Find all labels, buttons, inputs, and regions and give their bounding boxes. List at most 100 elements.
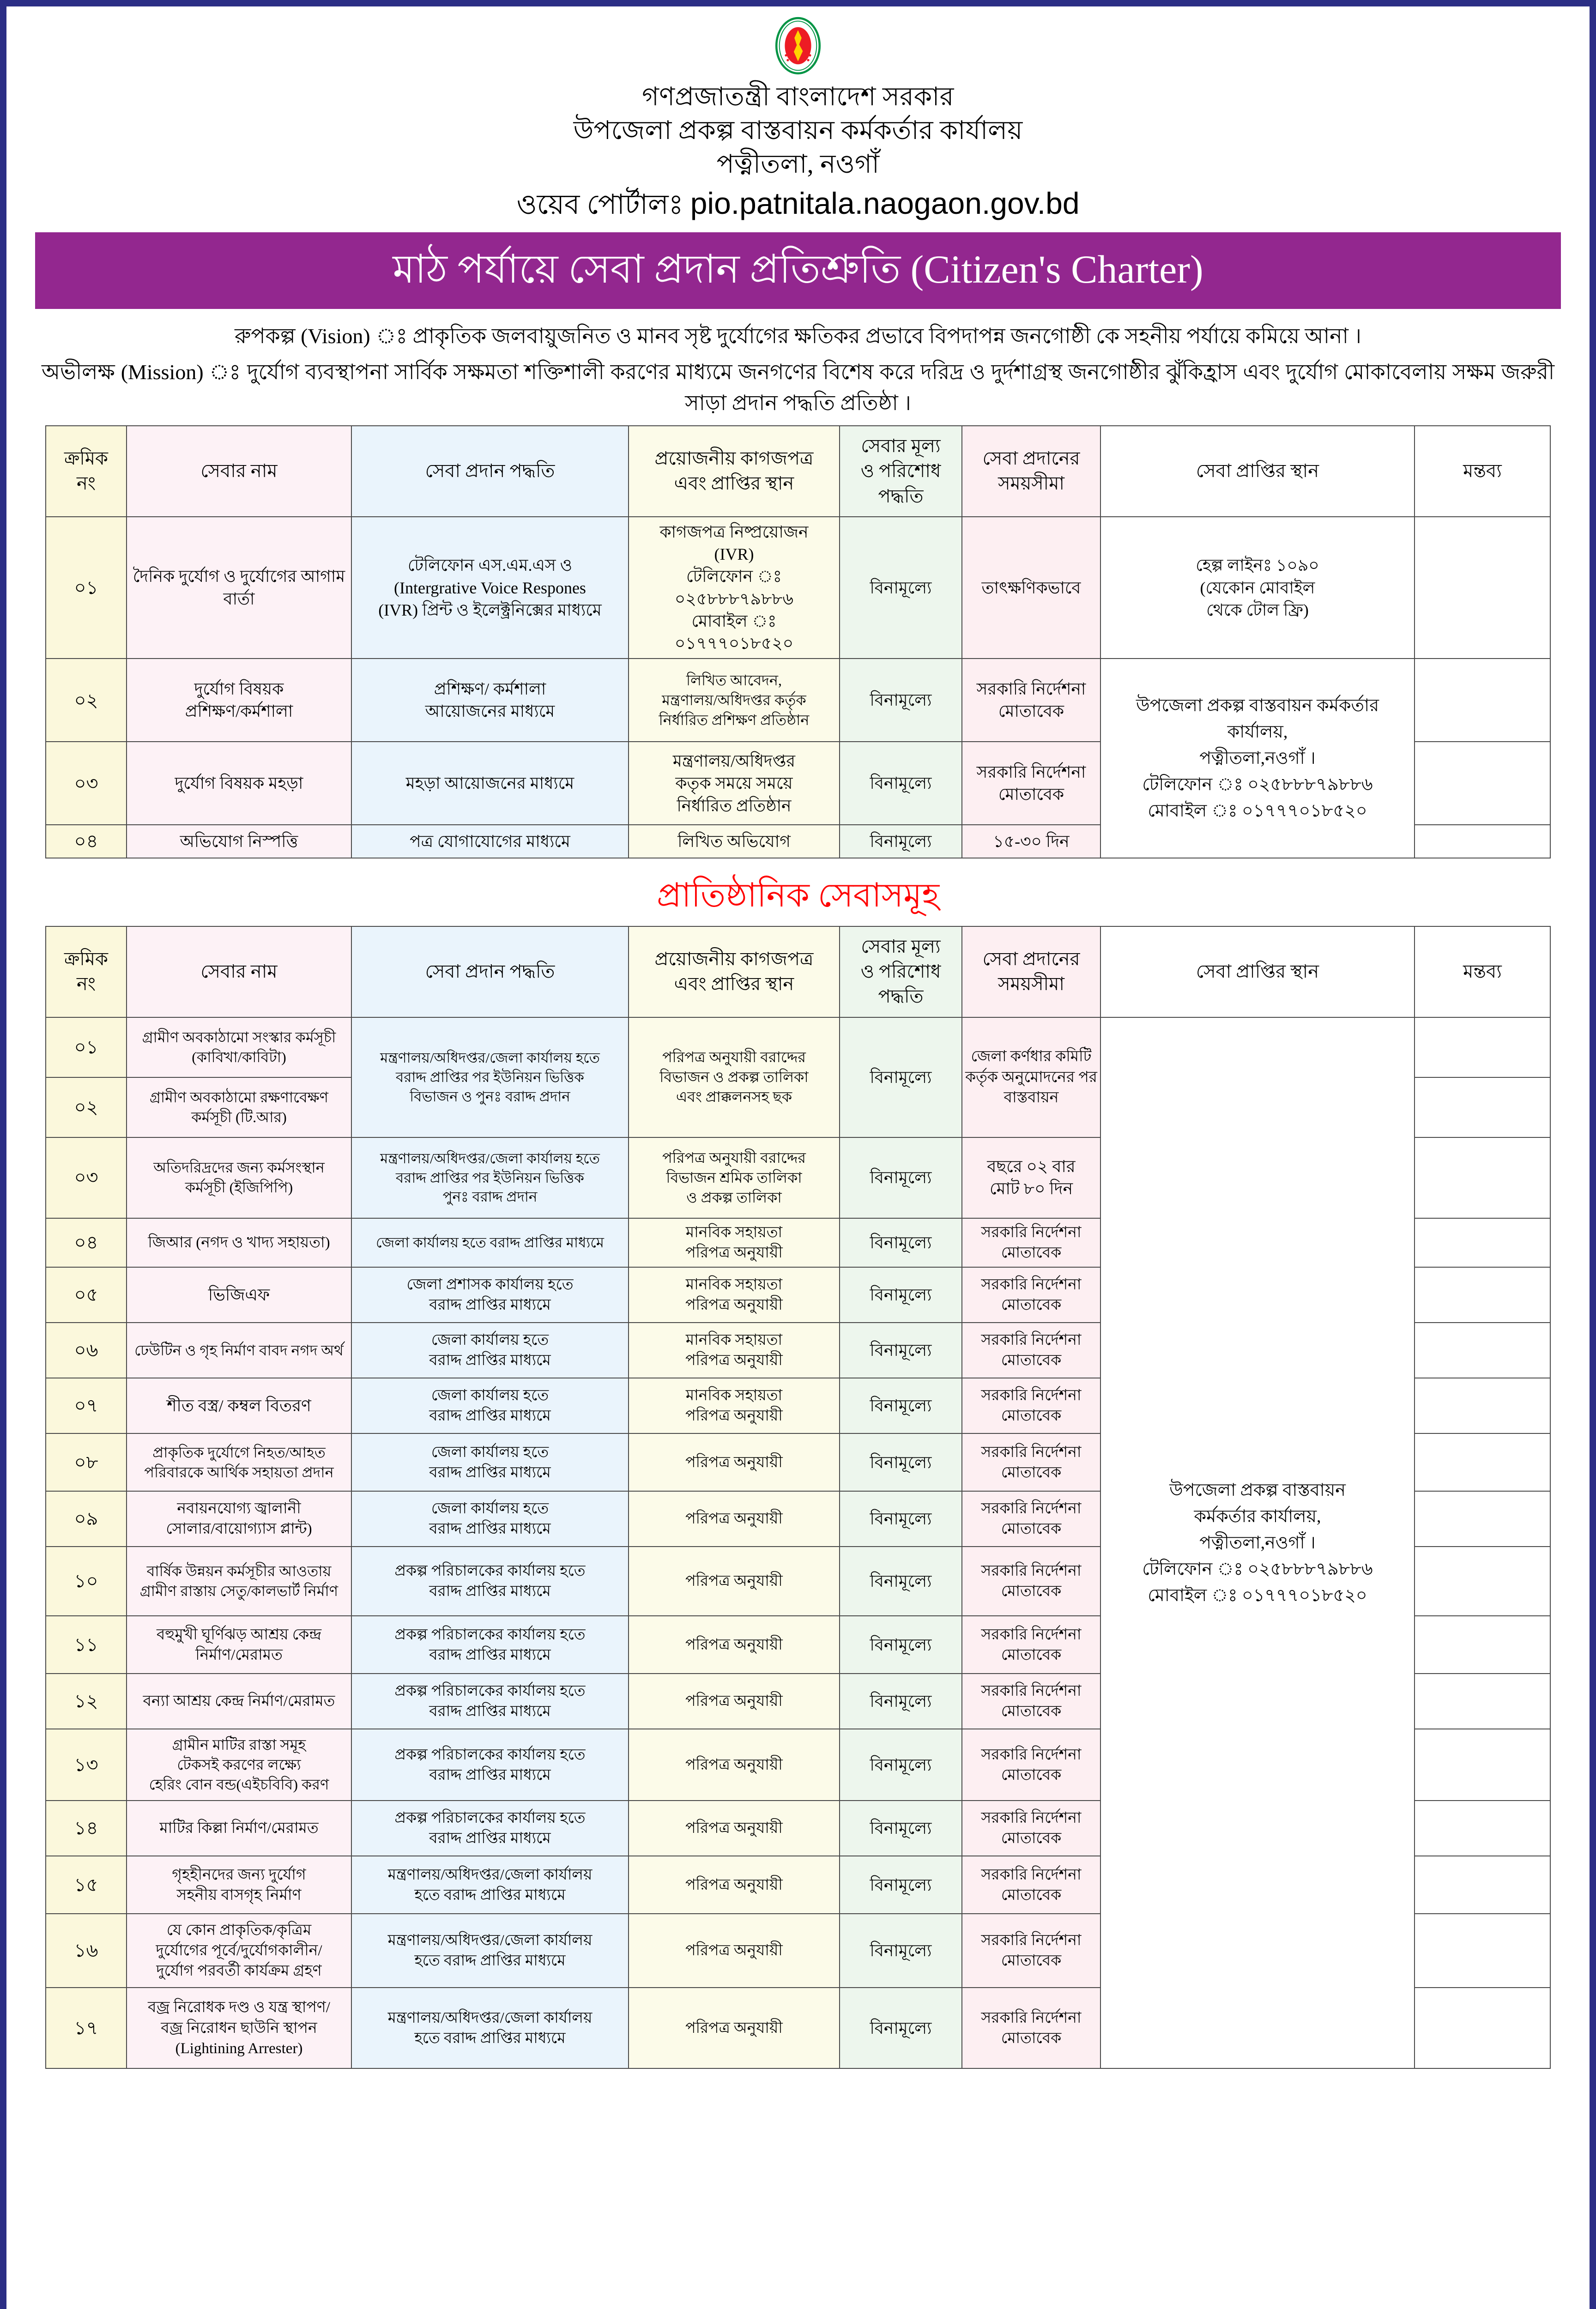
time-l2: মোতাবেক [1001, 1297, 1062, 1314]
cell-remarks [1414, 1016, 1551, 1078]
place-l3: থেকে টোল ফ্রি) [1206, 600, 1309, 619]
th-docs-l2: এবং প্রাপ্তির স্থান [674, 973, 794, 995]
th-price-l1: সেবার মূল্য [861, 936, 941, 957]
cell-service-time: সরকারি নির্দেশনা মোতাবেক [961, 1378, 1101, 1434]
cell-service-method: জেলা কার্যালয় হতে বরাদ্দ প্রাপ্তির মাধ্… [351, 1433, 629, 1492]
cell-serial: ০৬ [45, 1322, 127, 1379]
time-l2: মোতাবেক [1001, 1521, 1062, 1538]
th-service-method: সেবা প্রদান পদ্ধতি [351, 925, 629, 1018]
service-l2: বজ্র নিরোধন ছাউনি স্থাপন [161, 2019, 317, 2037]
method-l2: বরাদ্দ প্রাপ্তির মাধ্যমে [429, 1583, 551, 1600]
cell-service-name: প্রাকৃতিক দুর্যোগে নিহত/আহত পরিবারকে আর্… [126, 1433, 352, 1492]
th-price-l2: ও পরিশোধ [860, 460, 941, 482]
method-l1: জেলা কার্যালয় হতে [431, 1332, 549, 1348]
method-l1: প্রকল্প পরিচালকের কার্যালয় হতে [394, 1563, 586, 1579]
cell-serial: ১০ [45, 1546, 127, 1617]
cell-service-method: জেলা কার্যালয় হতে বরাদ্দ প্রাপ্তির মাধ্… [351, 1491, 629, 1547]
cell-remarks [1414, 516, 1551, 659]
cell-service-method: প্রকল্প পরিচালকের কার্যালয় হতে বরাদ্দ প… [351, 1729, 629, 1801]
th-docs-l2: এবং প্রাপ্তির স্থান [674, 473, 794, 494]
cell-service-name: অভিযোগ নিস্পত্তি [126, 824, 352, 859]
docs-l1: মন্ত্রণালয়/অধিদপ্তর [672, 752, 796, 771]
cell-service-method: জেলা কার্যালয় হতে বরাদ্দ প্রাপ্তির মাধ্… [351, 1322, 629, 1379]
office-name: উপজেলা প্রকল্প বাস্তবায়ন কর্মকর্তার কার… [573, 116, 1023, 145]
institutional-services-heading: প্রাতিষ্ঠানিক সেবাসমূহ [656, 877, 940, 914]
cell-required-documents: পরিপত্র অনুযায়ী [628, 1673, 840, 1730]
cell-service-price: বিনামূল্যে [839, 1378, 962, 1434]
service-l1: গ্রামীণ অবকাঠামো সংস্কার কর্মসূচী [142, 1028, 336, 1046]
cell-remarks [1414, 1987, 1551, 2069]
cell-service-price: বিনামূল্যে [839, 1267, 962, 1324]
cell-service-name: মাটির কিল্লা নির্মাণ/মেরামত [126, 1800, 352, 1857]
method-l1: জেলা কার্যালয় হতে [431, 1500, 549, 1517]
th-service-price: সেবার মূল্য ও পরিশোধ পদ্ধতি [839, 425, 962, 518]
table-row: ১৭ বজ্র নিরোধক দণ্ড ও যন্ত্র স্থাপণ/ বজ্… [45, 1987, 1551, 2069]
docs-l2: বিভাজন শ্রমিক তালিকা [666, 1169, 802, 1186]
time-l2: মোতাবেক [1001, 1952, 1062, 1970]
cell-service-name: দুর্যোগ বিষয়ক মহড়া [126, 741, 352, 826]
cell-service-price: বিনামূল্যে [839, 1800, 962, 1857]
service-l3: দুর্যোগ পরবর্তী কার্যক্রম গ্রহণ [156, 1963, 322, 1980]
method-l2: বরাদ্দ প্রাপ্তির মাধ্যমে [429, 1352, 551, 1369]
method-l2: বরাদ্দ প্রাপ্তির মাধ্যমে [429, 1464, 551, 1481]
cell-service-price: বিনামূল্যে [839, 1322, 962, 1379]
cell-service-price: বিনামূল্যে [839, 1913, 962, 1989]
cell-service-time: সরকারি নির্দেশনা মোতাবেক [961, 1729, 1101, 1801]
portal-url[interactable]: pio.patnitala.naogaon.gov.bd [690, 186, 1080, 221]
table-row: ০৬ ঢেউটিন ও গৃহ নির্মাণ বাবদ নগদ অর্থ জে… [45, 1322, 1551, 1379]
cell-remarks [1414, 1546, 1551, 1617]
docs-l3: নির্ধারিত প্রতিষ্ঠান [677, 796, 792, 815]
cell-service-method: মন্ত্রণালয়/অধিদপ্তর/জেলা কার্যালয় হতে … [351, 1987, 629, 2069]
th-remarks: মন্তব্য [1414, 425, 1551, 518]
time-l1: বছরে ০২ বার [987, 1157, 1076, 1176]
cell-service-method: জেলা কার্যালয় হতে বরাদ্দ প্রাপ্তির মাধ্… [351, 1378, 629, 1434]
cell-service-price: বিনামূল্যে [839, 1729, 962, 1801]
time-l1: সরকারি নির্দেশনা [981, 1746, 1082, 1763]
docs-l1: মানবিক সহায়তা [685, 1387, 783, 1404]
addr-l1: উপজেলা প্রকল্প বাস্তবায়ন [1169, 1480, 1346, 1500]
time-l1: সরকারি নির্দেশনা [981, 1500, 1082, 1517]
cell-required-documents: মানবিক সহায়তা পরিপত্র অনুযায়ী [628, 1378, 840, 1434]
docs-l3: টেলিফোন ঃ [686, 567, 782, 586]
method-l1: প্রকল্প পরিচালকের কার্যালয় হতে [394, 1626, 586, 1643]
table1-header-row: ক্রমিক নং সেবার নাম সেবা প্রদান পদ্ধতি প্… [45, 425, 1551, 518]
vision-mission-block: রুপকল্প (Vision) ঃ প্রাকৃতিক জলবায়ুজনিত… [42, 321, 1554, 419]
method-l1: জেলা কার্যালয় হতে [431, 1444, 549, 1461]
cell-service-name: শীত বস্ত্র/ কম্বল বিতরণ [126, 1378, 352, 1434]
th-service-name: সেবার নাম [126, 925, 352, 1018]
th-required-documents: প্রয়োজনীয় কাগজপত্র এবং প্রাপ্তির স্থান [628, 925, 840, 1018]
addr-l2: কর্মকর্তার কার্যালয়, [1194, 1506, 1321, 1526]
th-price-l3: পদ্ধতি [878, 485, 924, 507]
time-l2: মোতাবেক [1001, 1352, 1062, 1369]
cell-service-time: সরকারি নির্দেশনা মোতাবেক [961, 1673, 1101, 1730]
cell-required-documents: পরিপত্র অনুযায়ী [628, 1615, 840, 1674]
cell-service-name: গ্রামীণ অবকাঠামো সংস্কার কর্মসূচী (কাবিখ… [126, 1016, 352, 1078]
cell-remarks [1414, 1615, 1551, 1674]
docs-l2: মন্ত্রণালয়/অধিদপ্তর কর্তৃক [662, 691, 806, 708]
docs-l2: কতৃক সময়ে সময়ে [675, 774, 793, 793]
cell-serial: ১১ [45, 1615, 127, 1674]
cell-service-time: সরকারি নির্দেশনা মোতাবেক [961, 1987, 1101, 2069]
cell-serial: ০৪ [45, 824, 127, 859]
cell-service-method: প্রকল্প পরিচালকের কার্যালয় হতে বরাদ্দ প… [351, 1546, 629, 1617]
method-l1: প্রশিক্ষণ/ কর্মশালা [434, 680, 546, 699]
method-l3: পুনঃ বরাদ্দ প্রদান [442, 1189, 538, 1205]
th-time-l2: সময়সীমা [998, 473, 1064, 494]
time-l1: সরকারি নির্দেশনা [981, 1810, 1082, 1826]
cell-remarks [1414, 1378, 1551, 1434]
cell-service-method: মন্ত্রণালয়/অধিদপ্তর/জেলা কার্যালয় হতে … [351, 1136, 629, 1219]
th-service-name: সেবার নাম [126, 425, 352, 518]
th-time-l1: সেবা প্রদানের [982, 448, 1080, 469]
cell-required-documents: পরিপত্র অনুযায়ী [628, 1800, 840, 1857]
time-l1: সরকারি নির্দেশনা [981, 1332, 1082, 1348]
method-l1: মন্ত্রণালয়/অধিদপ্তর/জেলা কার্যালয় হতে [380, 1050, 600, 1066]
cell-service-name: গ্রামীন মাটির রাস্তা সমূহ টেকসই করণের লক… [126, 1729, 352, 1801]
cell-serial: ০১ [45, 1016, 127, 1078]
cell-remarks [1414, 741, 1551, 826]
time-l1: সরকারি নির্দেশনা [981, 1683, 1082, 1699]
table-row: ০৫ ভিজিএফ জেলা প্রশাসক কার্যালয় হতে বরা… [45, 1267, 1551, 1324]
th-service-time: সেবা প্রদানের সময়সীমা [961, 925, 1101, 1018]
cell-remarks [1414, 1856, 1551, 1915]
docs-l5: মোবাইল ঃ [691, 611, 777, 630]
